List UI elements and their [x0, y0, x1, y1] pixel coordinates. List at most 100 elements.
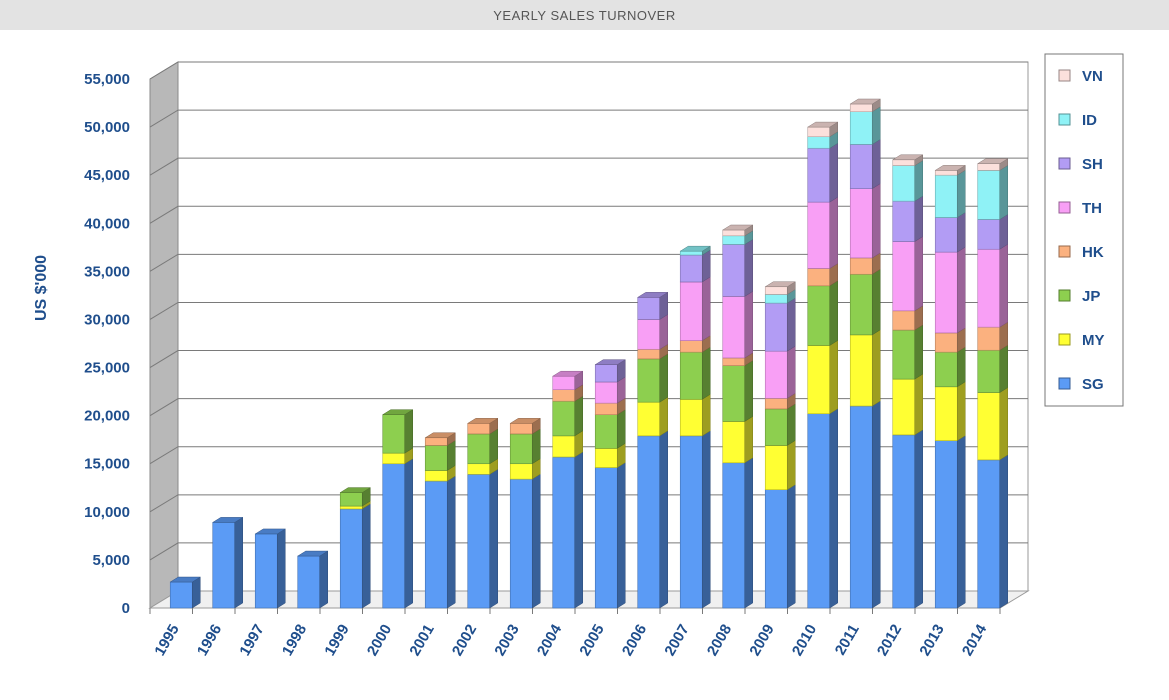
legend-swatch [1058, 289, 1071, 302]
bar-front [382, 414, 406, 454]
bar-side [829, 196, 838, 269]
bar-front [722, 462, 746, 609]
bar-segment [891, 160, 924, 202]
bar-front [849, 103, 873, 113]
bar-front [807, 268, 831, 287]
bar-front [892, 200, 916, 242]
x-tick-label: 2014 [959, 621, 991, 659]
bar-top [891, 154, 924, 161]
bar-top [806, 121, 839, 128]
bar-top [849, 98, 882, 105]
bar-stack [891, 154, 924, 609]
bar-segment [849, 329, 882, 407]
y-tick-label: 50,000 [84, 119, 130, 136]
bar-segment [381, 458, 414, 609]
bar-stack [976, 158, 1009, 609]
bar-front [807, 201, 831, 269]
bar-segment [976, 387, 1009, 461]
bar-side [702, 276, 711, 342]
bar-front [509, 463, 533, 480]
bar-front [212, 522, 236, 609]
bar-front [637, 358, 661, 403]
bar-front [594, 364, 618, 383]
bar-front [849, 257, 873, 275]
bar-top [679, 245, 712, 252]
bar-stack [509, 417, 542, 609]
bar-side [829, 142, 838, 203]
bar-front [977, 459, 1001, 609]
bar-front [977, 349, 1001, 393]
x-tick-label: 2007 [661, 622, 692, 659]
bar-segment [636, 353, 669, 403]
bar-side [914, 429, 923, 609]
bar-side [319, 550, 328, 609]
bar-front [764, 408, 788, 446]
x-tick-label: 2008 [704, 622, 735, 659]
bar-segment [594, 409, 627, 449]
bar-front [722, 229, 746, 237]
bar-side [489, 428, 498, 465]
bar-front [722, 296, 746, 359]
bar-side [702, 393, 711, 437]
bar-front [467, 463, 491, 475]
bar-side [744, 360, 753, 422]
bar-side [787, 297, 796, 352]
bar-segment [424, 475, 457, 609]
bar-front [849, 144, 873, 189]
x-tick-label: 2012 [874, 622, 905, 659]
y-tick-label: 10,000 [84, 504, 130, 521]
bar-side [872, 329, 881, 407]
bar-front [892, 159, 916, 166]
bar-stack [849, 98, 882, 609]
y-tick-label: 0 [122, 600, 130, 617]
bar-segment [891, 429, 924, 609]
bar-front [849, 405, 873, 609]
bar-front [467, 433, 491, 465]
bar-segment [976, 164, 1009, 220]
bar-segment [551, 395, 584, 437]
x-tick-label: 1997 [236, 622, 267, 659]
bar-side [957, 435, 966, 609]
bar-segment [169, 576, 202, 609]
bar-side [787, 345, 796, 399]
bar-side [744, 238, 753, 297]
bar-side [659, 314, 668, 350]
y-tick-label: 40,000 [84, 215, 130, 232]
legend-label: JP [1082, 288, 1100, 305]
bar-segment [594, 359, 627, 383]
bar-side [489, 468, 498, 609]
x-tick-label: 1995 [151, 622, 182, 659]
bar-stack [594, 359, 627, 609]
bar-side [872, 106, 881, 145]
legend-swatch [1058, 245, 1071, 258]
bar-segment [806, 280, 839, 346]
bar-segment [891, 154, 924, 167]
bar-side [744, 290, 753, 359]
bar-front [934, 351, 958, 388]
bar-segment [679, 430, 712, 609]
bar-stack [424, 432, 457, 609]
side-wall [149, 61, 179, 609]
bar-side [957, 212, 966, 253]
bar-segment [849, 98, 882, 113]
bar-segment [679, 393, 712, 437]
bar-side [744, 457, 753, 609]
bar-front [594, 381, 618, 404]
y-tick-label: 5,000 [92, 552, 130, 569]
y-tick-label: 15,000 [84, 456, 130, 473]
bar-front [467, 423, 491, 435]
bar-front [807, 285, 831, 346]
bar-front [509, 423, 533, 435]
legend-item: VN [1058, 68, 1103, 85]
bar-front [892, 378, 916, 436]
bar-side [914, 160, 923, 202]
bar-side [404, 409, 413, 454]
bar-front [977, 248, 1001, 328]
bar-segment [849, 138, 882, 190]
bar-front [934, 386, 958, 441]
bar-side [914, 373, 923, 436]
bar-top [721, 224, 754, 231]
bar-segment [891, 195, 924, 242]
bar-front [424, 437, 448, 446]
bar-front [552, 389, 576, 402]
